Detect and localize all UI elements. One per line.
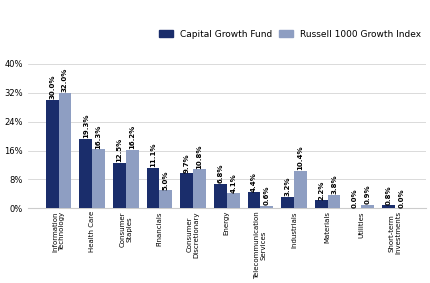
Bar bbox=[328, 195, 341, 208]
Bar bbox=[160, 190, 172, 208]
Bar bbox=[58, 93, 71, 208]
Text: 19.3%: 19.3% bbox=[83, 113, 89, 138]
Text: 3.2%: 3.2% bbox=[285, 177, 291, 196]
Text: 0.0%: 0.0% bbox=[398, 188, 404, 208]
Bar bbox=[126, 150, 138, 208]
Text: 9.7%: 9.7% bbox=[184, 153, 190, 173]
Text: 6.8%: 6.8% bbox=[217, 164, 223, 183]
Bar bbox=[80, 139, 92, 208]
Bar bbox=[193, 169, 206, 208]
Text: 0.0%: 0.0% bbox=[352, 188, 358, 208]
Text: 2.2%: 2.2% bbox=[318, 180, 324, 200]
Text: 0.8%: 0.8% bbox=[386, 185, 392, 205]
Text: 0.9%: 0.9% bbox=[365, 185, 371, 204]
Text: 4.4%: 4.4% bbox=[251, 172, 257, 192]
Text: 0.6%: 0.6% bbox=[264, 186, 270, 205]
Bar bbox=[382, 205, 395, 208]
Bar bbox=[92, 149, 105, 208]
Text: 12.5%: 12.5% bbox=[117, 138, 123, 162]
Bar bbox=[361, 205, 374, 208]
Text: 32.0%: 32.0% bbox=[62, 68, 68, 92]
Text: 16.2%: 16.2% bbox=[129, 125, 135, 149]
Bar bbox=[248, 192, 261, 208]
Bar bbox=[46, 100, 58, 208]
Text: 10.4%: 10.4% bbox=[298, 145, 304, 170]
Bar bbox=[315, 200, 328, 208]
Bar bbox=[281, 197, 294, 208]
Bar bbox=[113, 163, 126, 208]
Text: 30.0%: 30.0% bbox=[49, 75, 55, 99]
Bar bbox=[227, 194, 240, 208]
Text: 11.1%: 11.1% bbox=[150, 143, 156, 168]
Bar bbox=[214, 184, 227, 208]
Bar bbox=[294, 171, 307, 208]
Bar bbox=[180, 173, 193, 208]
Bar bbox=[147, 168, 160, 208]
Text: 3.8%: 3.8% bbox=[331, 174, 337, 194]
Text: 10.8%: 10.8% bbox=[197, 144, 203, 169]
Text: 5.0%: 5.0% bbox=[163, 170, 169, 190]
Text: 16.3%: 16.3% bbox=[95, 124, 101, 149]
Text: 4.1%: 4.1% bbox=[230, 173, 236, 193]
Legend: Capital Growth Fund, Russell 1000 Growth Index: Capital Growth Fund, Russell 1000 Growth… bbox=[159, 30, 421, 38]
Bar bbox=[261, 206, 273, 208]
